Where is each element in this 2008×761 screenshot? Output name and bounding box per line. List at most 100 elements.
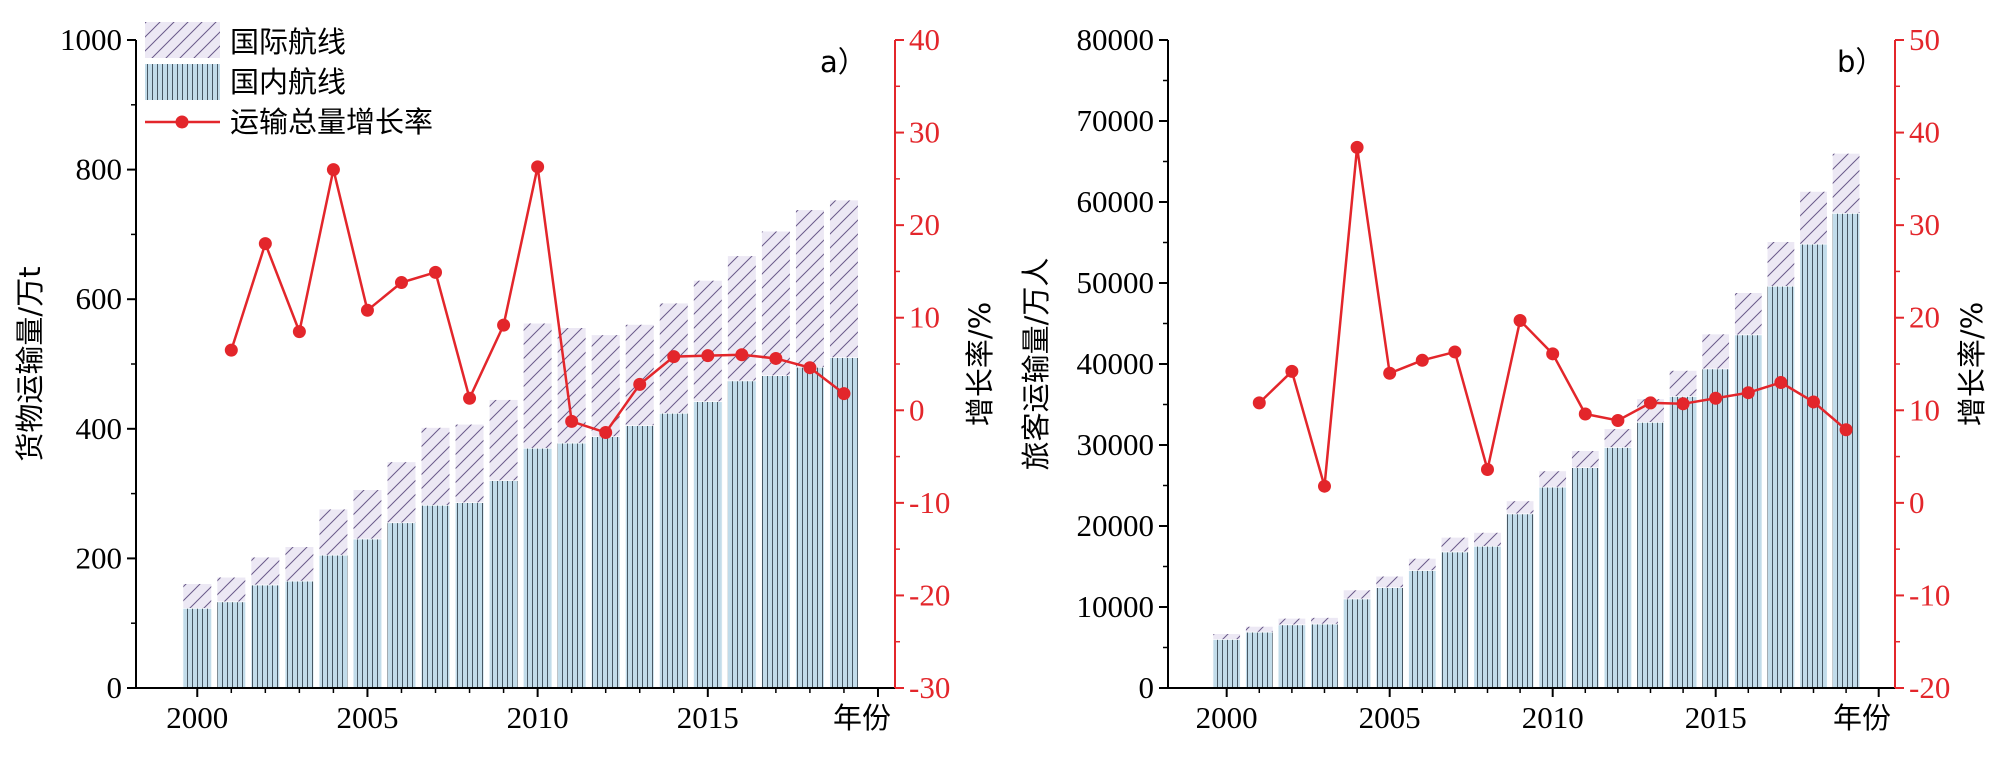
bar-domestic [1212, 639, 1241, 689]
bar-domestic [557, 442, 587, 689]
bar-domestic [1766, 285, 1795, 689]
x-tick-label: 2005 [1359, 700, 1421, 735]
growth-rate-point [258, 237, 272, 251]
bar-domestic [1636, 422, 1665, 689]
y-tick-label: 20000 [1077, 508, 1155, 543]
growth-rate-point [1643, 396, 1657, 410]
bar-domestic [1571, 467, 1600, 689]
bar-international [1310, 617, 1339, 625]
bars [1212, 153, 1861, 689]
bar-international [727, 255, 757, 382]
x-axis-title: 年份 [1833, 701, 1891, 735]
legend-label-growth: 运输总量增长率 [230, 105, 433, 139]
bar-domestic [420, 504, 451, 689]
bar-domestic [1506, 513, 1535, 689]
legend-label-domestic: 国内航线 [230, 65, 346, 99]
growth-rate-point [701, 349, 715, 363]
bar-domestic [488, 480, 519, 689]
growth-rate-point [292, 325, 306, 339]
y2-tick-label: -30 [909, 670, 950, 705]
growth-rate-point [735, 348, 749, 362]
bar-domestic [1310, 623, 1339, 689]
bar-domestic [1375, 587, 1404, 689]
bar-domestic [727, 380, 757, 689]
y2-tick-label: 20 [1909, 300, 1940, 335]
y2-tick-label: 0 [1909, 485, 1925, 520]
bar-international [454, 423, 485, 503]
bar-international [1766, 241, 1795, 287]
y-axis-title: 旅客运输量/万人 [1019, 258, 1053, 471]
y-tick-label: 10000 [1077, 589, 1155, 624]
bar-international [250, 556, 280, 586]
legend-swatch-growth-point [175, 115, 189, 129]
y2-axis-title: 增长率/% [1955, 302, 1989, 426]
bar-international [420, 427, 451, 506]
x-tick-label: 2000 [166, 700, 228, 735]
growth-rate-point [837, 387, 851, 401]
growth-rate-point [599, 426, 613, 440]
bar-domestic [1473, 545, 1502, 689]
bar-international [182, 583, 212, 609]
growth-rate-point [1578, 407, 1592, 421]
bar-international [318, 508, 349, 556]
bar-domestic [1245, 631, 1274, 689]
bar-domestic [523, 447, 553, 689]
growth-rate-point [497, 318, 511, 332]
bar-domestic [216, 601, 246, 689]
bar-international [591, 334, 621, 437]
bar-international [761, 230, 791, 376]
bar-international [1669, 370, 1698, 397]
bar-international [1440, 537, 1469, 553]
y-tick-label: 200 [76, 540, 123, 575]
bar-domestic [318, 554, 349, 689]
growth-rate-point [1285, 364, 1299, 378]
growth-rate-point [224, 343, 238, 357]
panel-label: b） [1837, 45, 1884, 79]
growth-rate-point [1415, 353, 1429, 367]
bar-domestic [1669, 396, 1698, 689]
bar-domestic [659, 412, 689, 689]
x-tick-label: 2005 [336, 700, 398, 735]
y2-tick-label: -20 [1909, 670, 1950, 705]
bar-domestic [386, 522, 417, 689]
bar-domestic [284, 580, 314, 689]
growth-rate-point [633, 377, 647, 391]
y-tick-label: 30000 [1077, 427, 1155, 462]
bar-domestic [1538, 486, 1567, 689]
y2-tick-label: 0 [909, 392, 925, 427]
bar-international [829, 199, 859, 358]
growth-rate-point [565, 414, 579, 428]
bar-international [1799, 191, 1828, 245]
bar-domestic [1603, 447, 1632, 689]
bar-international [1832, 153, 1861, 214]
y-tick-label: 40000 [1077, 346, 1155, 381]
bar-domestic [1832, 213, 1861, 689]
y-tick-label: 800 [76, 152, 123, 187]
legend-swatch-international [145, 22, 220, 58]
growth-rate-point [1383, 366, 1397, 380]
bar-international [1212, 633, 1241, 640]
bar-international [1408, 558, 1437, 571]
bar-international [1343, 589, 1372, 600]
bar-domestic [454, 502, 485, 689]
growth-rate-point [1806, 395, 1820, 409]
y2-tick-label: 30 [1909, 207, 1940, 242]
bar-international [352, 489, 383, 540]
growth-rate-point [1350, 140, 1364, 154]
bar-domestic [1408, 570, 1437, 689]
bar-domestic [591, 436, 621, 689]
y-tick-label: 60000 [1077, 184, 1155, 219]
cargo-chart-panel: 0 200 400 600 800 1000 -30 -20 -10 0 10 20 30 40 2000 2… [13, 22, 997, 735]
bar-domestic [1440, 551, 1469, 689]
bar-international [1473, 532, 1502, 547]
y-tick-label: 80000 [1077, 22, 1155, 57]
bar-international [1734, 292, 1763, 336]
x-tick-label: 2010 [507, 700, 569, 735]
bar-domestic [182, 607, 212, 689]
bar-domestic [1701, 368, 1730, 689]
bar-international [1277, 618, 1306, 626]
y-axis-title: 货物运输量/万t [13, 266, 47, 461]
bar-domestic [761, 375, 791, 689]
